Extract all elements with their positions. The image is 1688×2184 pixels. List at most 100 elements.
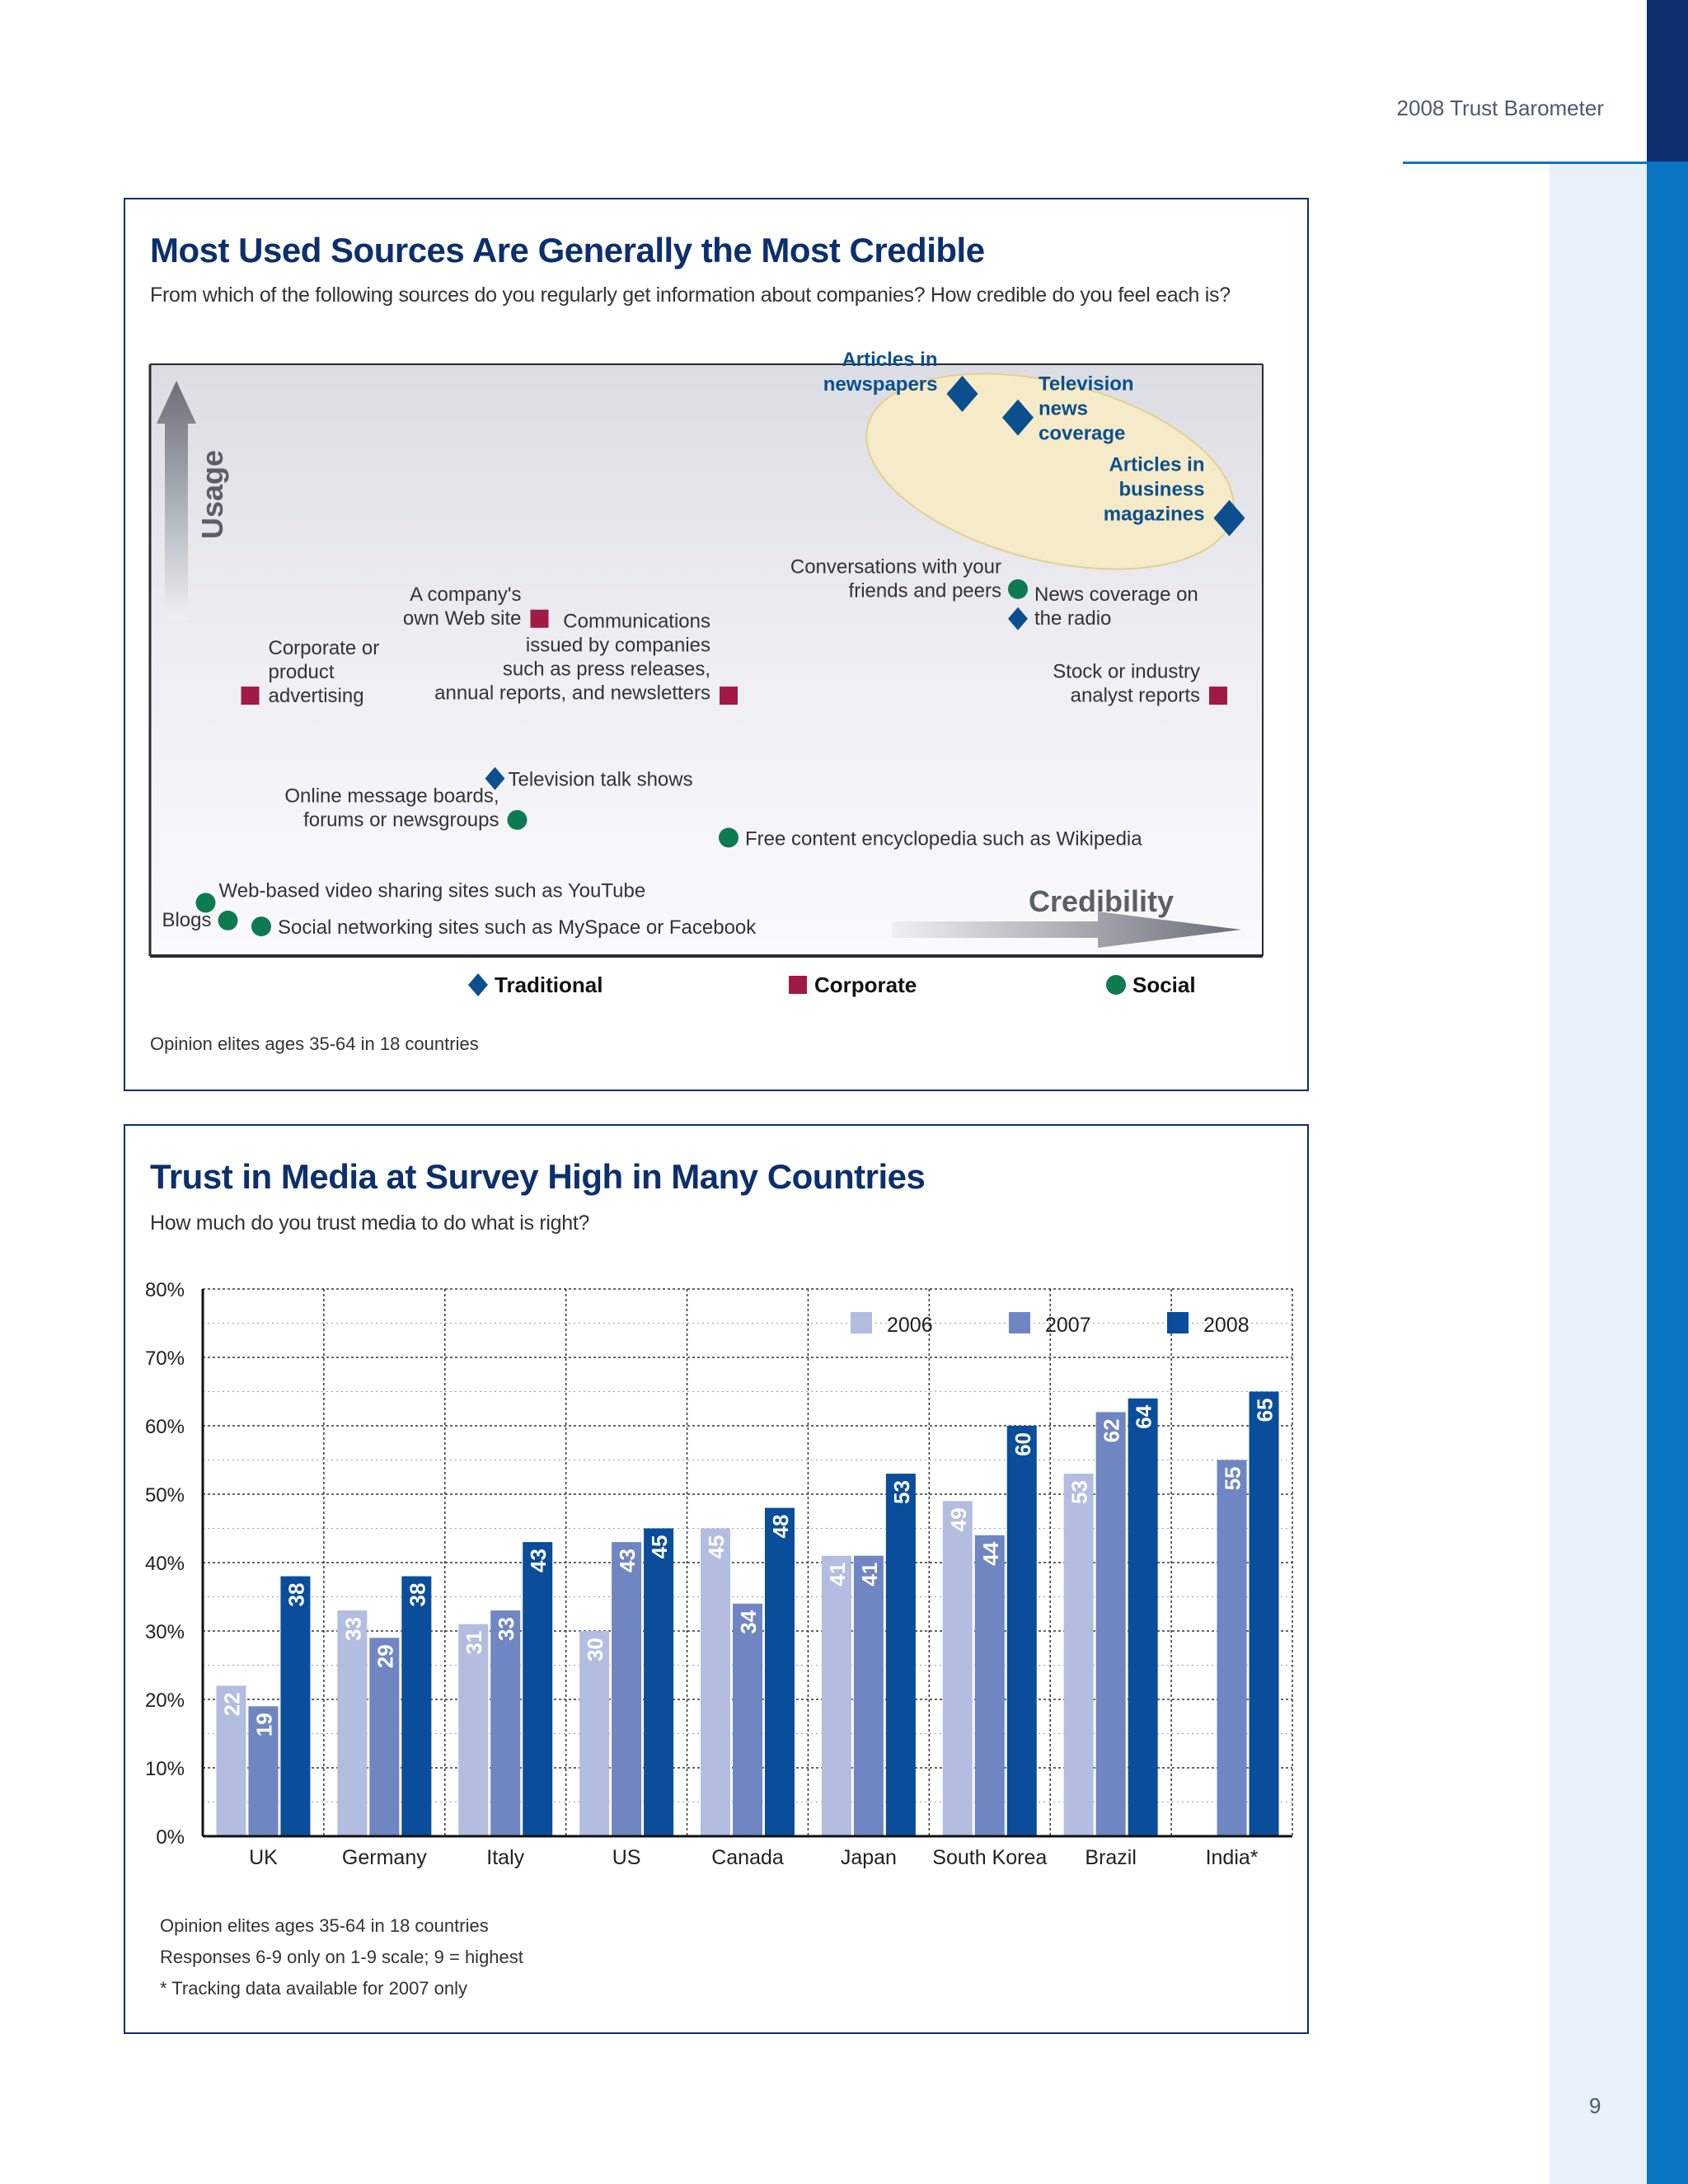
- legend-2007-label: 2007: [1045, 1314, 1091, 1337]
- y-tick-label: 60%: [145, 1416, 185, 1438]
- label-television-news-coverage-line: Television: [1039, 373, 1134, 396]
- x-tick-label: Italy: [486, 1846, 524, 1869]
- y-tick-label: 80%: [145, 1279, 185, 1301]
- usage-arrow: [157, 381, 196, 620]
- label-corporate-or-product-advertising: Corporate or product advertising: [269, 637, 380, 707]
- label-a-company-s-own-web-site: A company's own Web site: [403, 583, 522, 630]
- label-television-news-coverage-line: news: [1039, 398, 1088, 420]
- bar-value-label: 31: [462, 1631, 486, 1655]
- x-tick-label: India*: [1206, 1846, 1259, 1869]
- bar-value-label: 43: [526, 1549, 551, 1572]
- bar-value-label: 33: [494, 1617, 518, 1641]
- trust-in-media-chart: 0% 10% 20% 30% 40% 50% 60% 70% 80% 22 19 38 UK 33 29 38…: [145, 1279, 1293, 1869]
- y-tick-label: 10%: [145, 1758, 185, 1780]
- figure2-note-1: Opinion elites ages 35-64 in 18 countrie…: [160, 1915, 489, 1936]
- page-number: 9: [1589, 2093, 1601, 2118]
- bar-italy-2006: [458, 1624, 489, 1836]
- usage-axis-label: Usage: [195, 450, 229, 539]
- legend-2007-swatch: [1009, 1312, 1030, 1333]
- point-articles-in-newspapers: [946, 375, 978, 412]
- bar-japan-2008: [885, 1474, 916, 1836]
- y-tick-label: 50%: [145, 1484, 185, 1507]
- point-conversations-with-your-friends-and-peers: [1008, 579, 1028, 599]
- bar-value-label: 44: [978, 1541, 1003, 1565]
- bar-value-label: 49: [946, 1507, 971, 1531]
- label-stock-or-industry-analyst-reports: Stock or industry analyst reports: [1053, 661, 1200, 707]
- label-television-talk-shows: Television talk shows: [509, 769, 693, 791]
- label-blogs: Blogs: [162, 909, 211, 931]
- figure2-title: Trust in Media at Survey High in Many Co…: [150, 1157, 926, 1196]
- legend-traditional-label: Traditional: [495, 972, 603, 997]
- label-a-company-s-own-web-site-line: own Web site: [403, 607, 522, 630]
- bar-canada-2008: [765, 1507, 795, 1836]
- label-corporate-or-product-advertising-line: product: [269, 661, 335, 683]
- label-articles-in-business-magazines-line: magazines: [1104, 504, 1205, 526]
- legend-corporate-marker: [789, 976, 807, 994]
- bar-value-label: 64: [1132, 1404, 1156, 1428]
- bar-value-label: 30: [583, 1638, 607, 1661]
- label-communications-issued-by-companies-such-as-press-releases-annual-reports-and-newsletters-line: Communications: [563, 611, 710, 633]
- figure2-subtitle: How much do you trust media to do what i…: [150, 1212, 590, 1235]
- point-free-content-encyclopedia-such-as-wikipedia: [719, 827, 738, 848]
- label-news-coverage-on-the-radio-line: News coverage on: [1034, 583, 1198, 606]
- bar-uk-2008: [280, 1576, 311, 1836]
- bar-value-label: 38: [284, 1583, 308, 1607]
- bar-italy-2008: [523, 1542, 553, 1836]
- label-television-news-coverage-line: coverage: [1039, 423, 1125, 445]
- label-a-company-s-own-web-site-line: A company's: [410, 583, 521, 606]
- y-tick-label: 70%: [145, 1347, 185, 1370]
- figure2-note-3: * Tracking data available for 2007 only: [160, 1978, 468, 1999]
- bar-uk-2006: [216, 1685, 246, 1836]
- bar-japan-2006: [821, 1555, 851, 1836]
- bar-value-label: 60: [1010, 1432, 1035, 1456]
- label-social-networking-sites-such-as-myspace-or-facebook: Social networking sites such as MySpace …: [278, 916, 757, 939]
- label-stock-or-industry-analyst-reports-line: Stock or industry: [1053, 661, 1200, 683]
- label-corporate-or-product-advertising-line: advertising: [269, 685, 364, 707]
- label-television-talk-shows-line: Television talk shows: [509, 769, 693, 791]
- label-conversations-with-your-friends-and-peers-line: friends and peers: [849, 579, 1001, 602]
- bar-us-2008: [644, 1528, 674, 1836]
- label-articles-in-business-magazines-line: business: [1118, 479, 1204, 501]
- legend-social-label: Social: [1132, 972, 1196, 997]
- bar-south-korea-2007: [974, 1535, 1005, 1836]
- y-tick-label: 0%: [156, 1826, 185, 1849]
- bar-japan-2007: [853, 1555, 884, 1836]
- bar-value-label: 62: [1100, 1418, 1124, 1442]
- label-online-message-boards-forums-or-newsgroups-line: Online message boards,: [284, 785, 499, 807]
- side-stripe-navy: [1647, 0, 1688, 162]
- label-free-content-encyclopedia-such-as-wikipedia: Free content encyclopedia such as Wikipe…: [745, 827, 1142, 850]
- x-tick-label: Canada: [711, 1846, 784, 1869]
- bar-value-label: 53: [889, 1480, 914, 1504]
- label-news-coverage-on-the-radio-line: the radio: [1034, 607, 1111, 630]
- report-title: 2008 Trust Barometer: [1396, 96, 1604, 120]
- credibility-arrow: [892, 912, 1241, 948]
- bar-canada-2006: [701, 1528, 730, 1836]
- figure1-title: Most Used Sources Are Generally the Most…: [150, 231, 985, 269]
- bar-value-label: 41: [857, 1563, 882, 1586]
- legend-2006-label: 2006: [887, 1314, 933, 1337]
- bar-value-label: 55: [1221, 1467, 1245, 1491]
- label-free-content-encyclopedia-such-as-wikipedia-line: Free content encyclopedia such as Wikipe…: [745, 827, 1142, 850]
- bar-brazil-2007: [1095, 1412, 1126, 1836]
- bar-us-2007: [612, 1542, 642, 1836]
- bar-germany-2008: [401, 1576, 432, 1836]
- side-stripe-dark: [1647, 162, 1688, 2184]
- bar-brazil-2006: [1063, 1474, 1094, 1836]
- bar-germany-2006: [337, 1610, 368, 1836]
- bar-value-label: 19: [251, 1713, 276, 1736]
- trust-in-media-panel: Trust in Media at Survey High in Many Co…: [124, 1124, 1309, 2034]
- bar-value-label: 38: [405, 1583, 429, 1607]
- label-articles-in-newspapers-line: newspapers: [823, 373, 938, 396]
- bar-value-label: 45: [647, 1535, 672, 1559]
- point-news-coverage-on-the-radio: [1008, 607, 1028, 630]
- x-tick-label: Brazil: [1085, 1846, 1137, 1869]
- header-rule: [1403, 162, 1647, 164]
- label-communications-issued-by-companies-such-as-press-releases-annual-reports-and-newsletters-line: annual reports, and newsletters: [434, 682, 710, 705]
- bar-value-label: 33: [340, 1617, 365, 1641]
- legend-traditional-marker: [468, 973, 488, 996]
- y-tick-label: 40%: [145, 1553, 185, 1575]
- point-online-message-boards-forums-or-newsgroups: [507, 809, 528, 830]
- legend-2008-label: 2008: [1203, 1314, 1250, 1337]
- label-articles-in-business-magazines: Articles in business magazines: [1104, 454, 1205, 526]
- bar-value-label: 53: [1067, 1480, 1092, 1504]
